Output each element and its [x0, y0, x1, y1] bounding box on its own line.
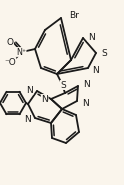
Text: N: N	[88, 33, 95, 41]
Text: Br: Br	[69, 11, 79, 19]
Text: N: N	[82, 98, 89, 107]
Text: N: N	[26, 85, 33, 95]
Text: N: N	[83, 80, 90, 88]
Text: S: S	[101, 48, 107, 58]
Text: N: N	[41, 95, 48, 103]
Text: N: N	[92, 65, 99, 75]
Text: O: O	[6, 38, 14, 46]
Text: ⁻O: ⁻O	[4, 58, 16, 66]
Text: N: N	[24, 115, 31, 124]
Text: S: S	[60, 80, 66, 90]
Text: N⁺: N⁺	[16, 48, 26, 56]
